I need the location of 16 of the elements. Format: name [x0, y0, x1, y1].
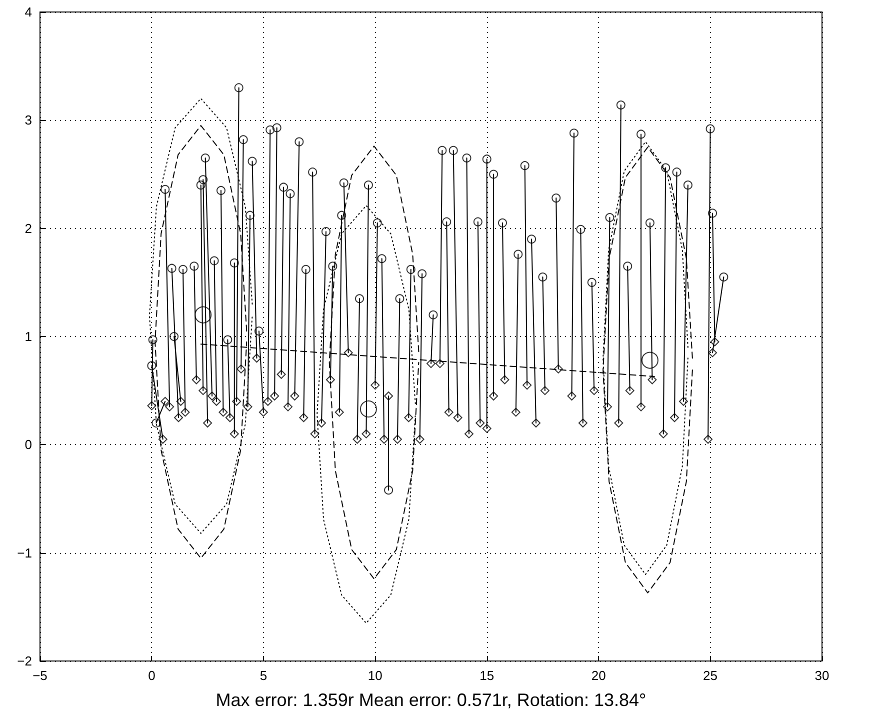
x-tick-label: 0 [148, 668, 156, 683]
y-tick-label: −2 [17, 654, 32, 668]
x-tick-label: −5 [32, 668, 48, 683]
x-axis-title: Max error: 1.359r Mean error: 0.571r, Rotation: 13.84° [216, 690, 646, 710]
y-tick-label: 0 [24, 437, 32, 452]
x-tick-label: 25 [703, 668, 718, 683]
y-tick-label: 2 [24, 220, 32, 236]
y-tick-label: 4 [24, 4, 32, 20]
y-tick-label: −1 [17, 545, 32, 560]
x-tick-label: 10 [368, 668, 382, 683]
y-tick-label: 1 [24, 329, 32, 344]
x-tick-label: 20 [591, 668, 606, 683]
y-tick-label: 3 [24, 112, 32, 128]
x-tick-label: 15 [480, 668, 494, 683]
x-tick-label: 30 [814, 668, 830, 683]
x-tick-label: 5 [260, 668, 268, 683]
